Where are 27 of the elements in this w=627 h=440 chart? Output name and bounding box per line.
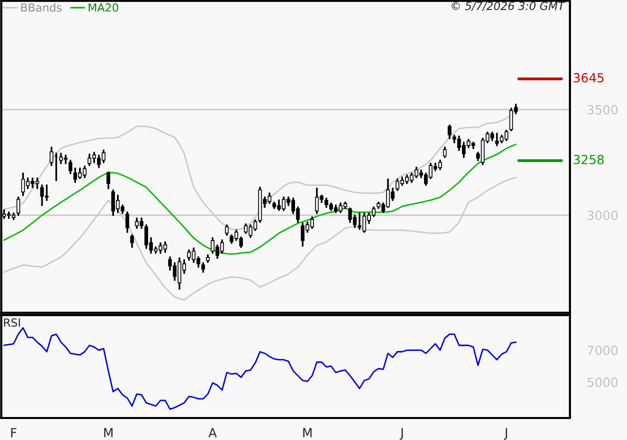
x-tick-label: F	[11, 428, 16, 438]
ref-line-label: 3258	[574, 154, 604, 164]
chart-title: RSI	[4, 318, 20, 327]
annotation: © 5/7/2026 3:0 GMT	[452, 2, 566, 11]
candlestick	[106, 171, 110, 190]
x-tick-label: J	[504, 428, 508, 440]
x-tick-label: M	[104, 428, 113, 438]
legend-label: MA20	[88, 3, 118, 12]
candlestick	[50, 146, 54, 166]
candlestick	[224, 224, 229, 236]
candlestick	[125, 211, 130, 233]
y-tick-label: 3500	[588, 104, 618, 114]
candlestick	[16, 196, 20, 216]
y-tick-label: 5000	[588, 378, 618, 388]
candlestick	[68, 160, 72, 174]
candlestick	[130, 234, 134, 248]
ref-line-label: 3645	[574, 73, 604, 82]
line-series	[3, 327, 517, 410]
candlestick	[448, 124, 452, 140]
candlestick	[201, 262, 205, 273]
candlestick	[442, 146, 447, 158]
y-tick-label: 7000	[588, 346, 618, 356]
y-tick-label: 3000	[588, 210, 618, 220]
legend-label: BBands	[21, 3, 62, 12]
x-tick-label: A	[208, 428, 217, 438]
x-tick-label: J	[400, 428, 403, 440]
x-tick-label: M	[303, 428, 312, 438]
